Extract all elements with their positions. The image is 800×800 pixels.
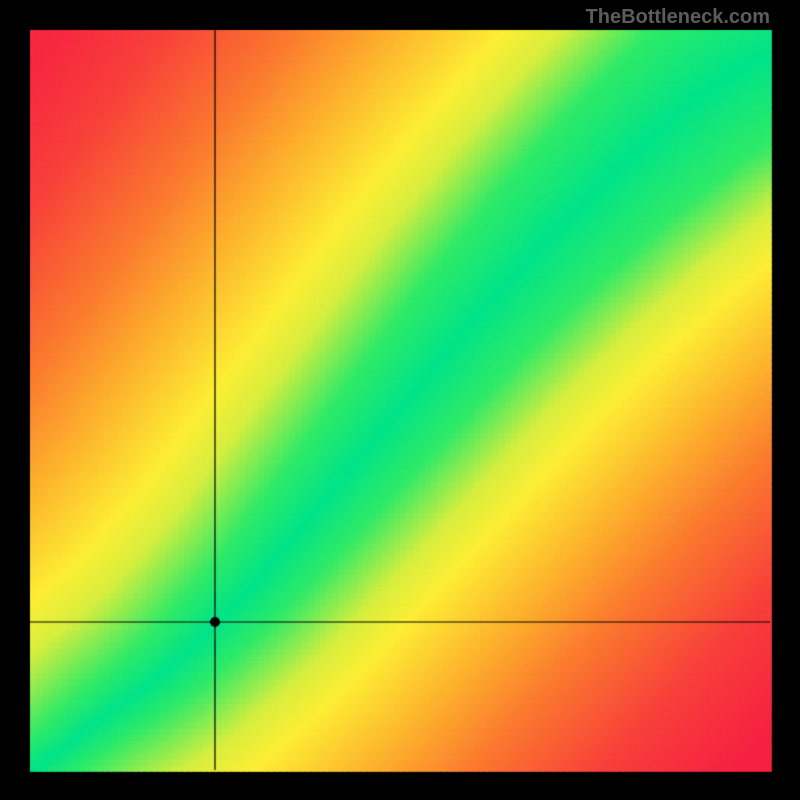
bottleneck-heatmap [0, 0, 800, 800]
chart-container: TheBottleneck.com [0, 0, 800, 800]
watermark-text: TheBottleneck.com [586, 6, 770, 29]
